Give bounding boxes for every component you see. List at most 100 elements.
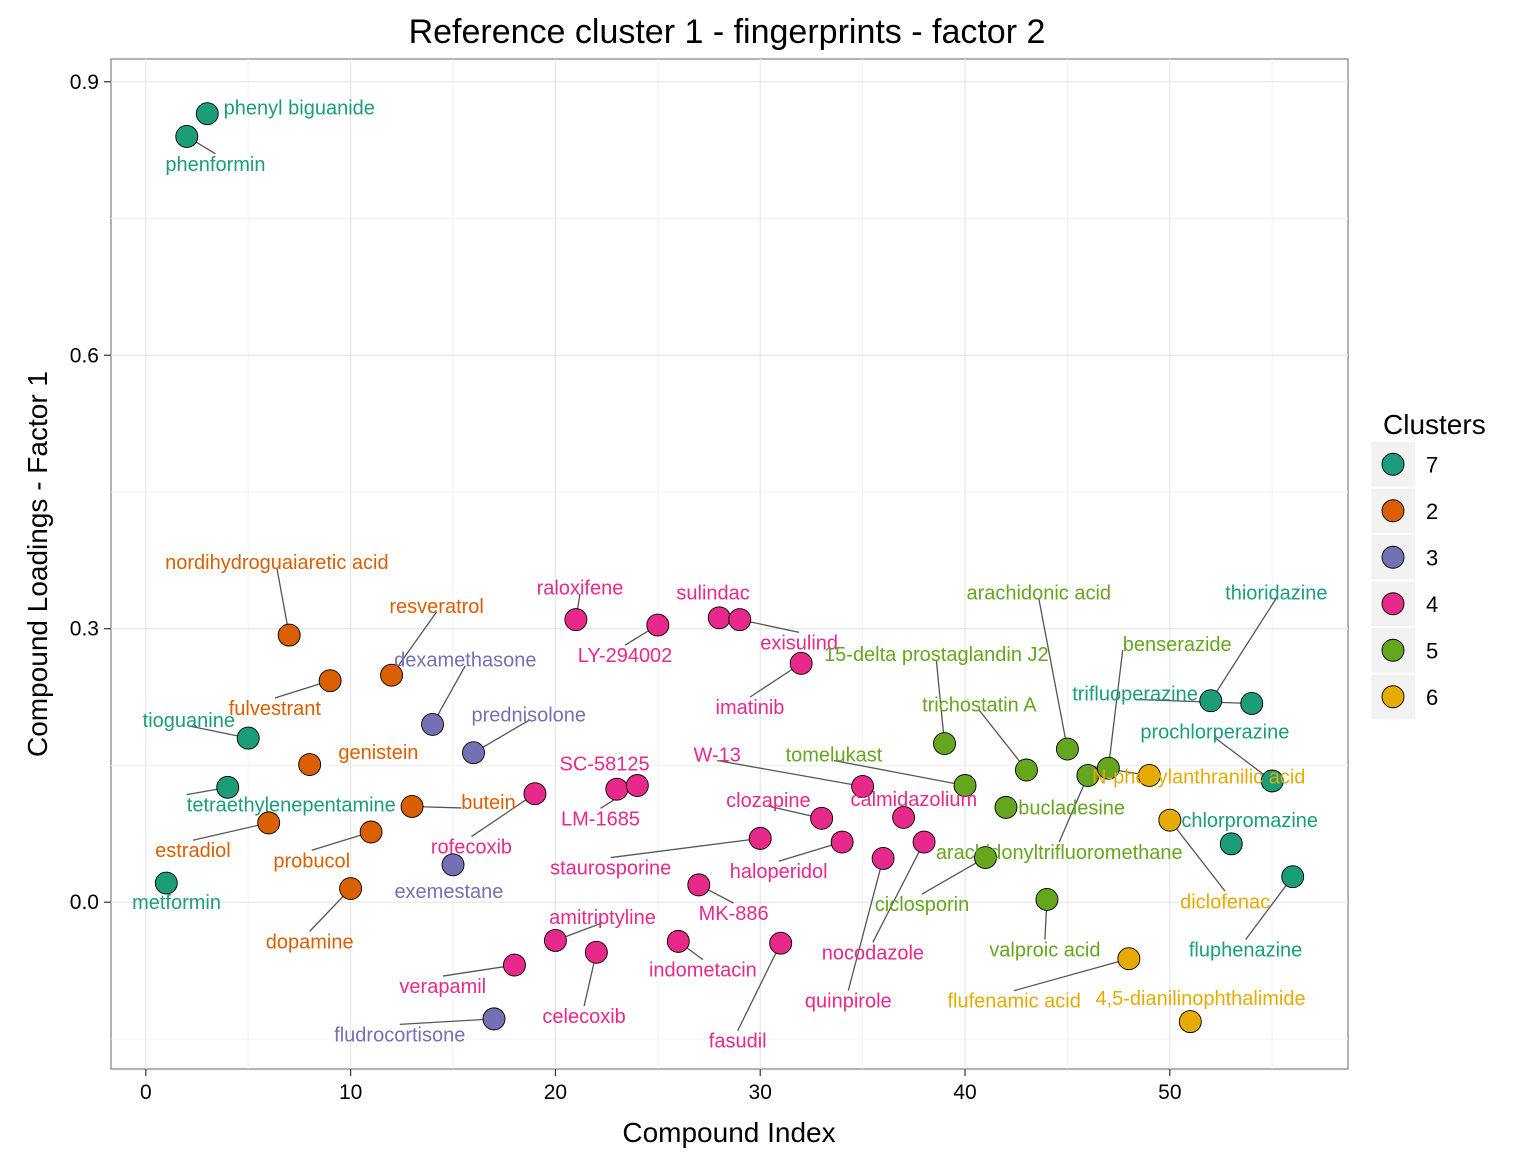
data-point [851, 774, 875, 798]
y-tick-label: 0.0 [70, 891, 99, 914]
label-leader-line [1013, 958, 1130, 992]
data-label: benserazide [1123, 634, 1232, 656]
label-leader-line [833, 759, 966, 787]
data-point [1117, 947, 1141, 971]
legend-key-swatch [1381, 545, 1405, 569]
data-points [154, 102, 1305, 1034]
data-label: valproic acid [989, 940, 1100, 962]
data-label: fludrocortisone [334, 1024, 465, 1046]
data-label: prochlorperazine [1140, 722, 1289, 744]
x-tick-label: 30 [749, 1081, 772, 1104]
data-label: diclofenac [1180, 891, 1270, 913]
data-label: tetraethylenepentamine [187, 795, 396, 817]
data-point [666, 929, 690, 953]
data-point [564, 608, 588, 632]
data-point [994, 795, 1018, 819]
data-point [195, 102, 219, 126]
data-label: tomelukast [786, 745, 883, 767]
label-leader-line [1107, 650, 1124, 769]
data-point [380, 663, 404, 687]
data-label: calmidazolium [850, 789, 977, 811]
data-point [462, 741, 485, 765]
data-point [1055, 737, 1079, 761]
data-label: LM-1685 [561, 808, 640, 830]
y-tick-label: 0.3 [70, 618, 99, 641]
legend-key-background [1369, 672, 1417, 721]
x-tick-label: 50 [1158, 1081, 1181, 1104]
data-label: W-13 [694, 745, 741, 767]
data-point [830, 830, 854, 854]
data-label: celecoxib [542, 1006, 625, 1028]
data-label: bucladesine [1018, 797, 1125, 819]
data-point [421, 712, 444, 736]
legend-label: 2 [1426, 499, 1438, 524]
label-leader-line [442, 964, 515, 977]
data-point [789, 651, 813, 675]
data-label: butein [461, 792, 516, 814]
data-label: estradiol [155, 840, 231, 862]
data-point [1219, 832, 1243, 856]
data-label: prednisolone [472, 704, 587, 726]
label-leader-line [471, 793, 536, 838]
legend-label: 7 [1426, 452, 1438, 477]
data-label: metformin [132, 892, 221, 914]
label-leader-line [1169, 819, 1226, 892]
y-tick-label: 0.9 [70, 71, 99, 94]
data-point [810, 806, 834, 830]
data-point [400, 795, 424, 818]
data-label: trifluoperazine [1072, 683, 1198, 705]
data-point [1260, 769, 1284, 793]
data-label: 4,5-dianilinophthalimide [1095, 988, 1305, 1010]
legend-key-swatch [1381, 592, 1405, 616]
data-label: phenyl biguanide [224, 97, 375, 119]
data-point [892, 805, 916, 829]
data-label: amitriptyline [549, 907, 656, 929]
data-label: 15-delta prostaglandin J2 [824, 644, 1049, 666]
data-label: genistein [338, 742, 418, 764]
data-point [318, 669, 342, 693]
legend-label: 4 [1426, 592, 1438, 617]
legend-label: 6 [1426, 685, 1438, 710]
data-point [953, 774, 977, 797]
label-leader-line [1038, 598, 1069, 750]
data-label: thioridazine [1225, 582, 1327, 604]
data-point [1137, 764, 1161, 787]
data-label: flufenamic acid [947, 991, 1080, 1013]
data-label: trichostatin A [922, 694, 1037, 716]
data-label: LY-294002 [578, 645, 673, 667]
data-point [707, 606, 731, 630]
data-label: fasudil [709, 1031, 767, 1053]
label-leader-line [391, 611, 438, 676]
legend-key-background [1369, 533, 1417, 582]
data-label: fulvestrant [229, 698, 322, 720]
legend-key-swatch [1381, 452, 1405, 476]
legend: Clusters 7 2 3 4 5 6 [1369, 409, 1486, 721]
data-point [933, 732, 956, 756]
label-leader-line [847, 858, 884, 991]
data-label: exisulind [760, 632, 838, 654]
data-point [503, 953, 526, 977]
legend-title: Clusters [1383, 409, 1486, 440]
data-label: arachidonic acid [966, 582, 1111, 604]
data-point [441, 853, 465, 877]
data-point [543, 929, 567, 952]
data-point [912, 830, 936, 854]
x-tick-label: 20 [544, 1081, 567, 1104]
label-leader-line [717, 759, 863, 788]
data-point [277, 623, 301, 647]
data-point [625, 774, 649, 797]
data-point [1096, 756, 1120, 780]
data-point [482, 1007, 506, 1031]
y-axis-title: Compound Loadings - Factor 1 [22, 371, 53, 757]
data-label: MK-886 [699, 903, 769, 925]
y-tick-label: 0.6 [70, 344, 99, 367]
x-tick-label: 10 [339, 1081, 362, 1104]
data-label: SC-58125 [560, 754, 650, 776]
data-point [871, 846, 895, 870]
data-point [646, 613, 670, 637]
data-label: fluphenazine [1189, 940, 1302, 962]
data-point [728, 608, 752, 632]
data-label: clozapine [726, 790, 811, 812]
legend-label: 3 [1426, 545, 1438, 570]
